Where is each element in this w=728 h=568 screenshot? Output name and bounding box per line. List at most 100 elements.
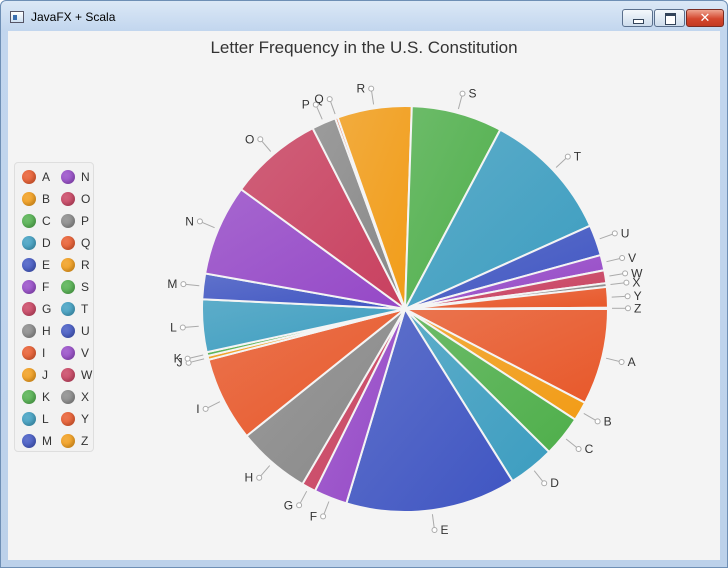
label-dot-s [459, 90, 466, 97]
legend-label: E [42, 258, 51, 272]
label-dot-k [184, 355, 191, 362]
slice-label-z: Z [634, 301, 641, 315]
window-title: JavaFX + Scala [31, 10, 116, 24]
legend-swatch [22, 324, 36, 338]
label-dot-x [623, 279, 630, 286]
maximize-button[interactable] [654, 9, 685, 27]
slice-label-i: I [196, 402, 199, 416]
close-icon: ✕ [699, 10, 711, 25]
legend-label: F [42, 280, 50, 294]
minimize-icon [633, 19, 644, 24]
slice-label-h: H [245, 471, 254, 485]
legend-label: W [81, 368, 93, 382]
legend-swatch [22, 280, 36, 294]
label-dot-u [611, 230, 618, 237]
pie-slice-t[interactable] [402, 128, 592, 312]
slice-label-r: R [357, 82, 366, 96]
legend-label: O [81, 192, 91, 206]
slice-label-a: A [628, 355, 636, 369]
legend-swatch [61, 214, 75, 228]
legend-swatch [61, 192, 75, 206]
legend-label: S [81, 280, 90, 294]
label-dot-l [179, 324, 186, 331]
slice-label-o: O [245, 132, 254, 146]
legend-label: R [81, 258, 90, 272]
legend-swatch [61, 236, 75, 250]
legend-label: D [42, 236, 51, 250]
slice-label-f: F [310, 509, 317, 523]
label-dot-f [320, 513, 327, 520]
close-button[interactable]: ✕ [686, 9, 724, 27]
legend-swatch [22, 192, 36, 206]
legend-swatch [22, 390, 36, 404]
slice-label-e: E [441, 523, 449, 537]
slice-label-t: T [574, 150, 582, 164]
label-dot-e [431, 527, 438, 533]
legend-swatch [61, 368, 75, 382]
legend-swatch [61, 324, 75, 338]
legend-swatch [61, 412, 75, 426]
legend-label: P [81, 214, 90, 228]
label-dot-w [622, 270, 629, 277]
pie-slice-z[interactable] [404, 306, 610, 310]
slice-label-m: M [167, 277, 177, 291]
legend-label: L [42, 412, 49, 426]
slice-label-j: J [177, 356, 183, 370]
legend-swatch [61, 390, 75, 404]
legend-label: I [42, 346, 46, 360]
title-bar[interactable]: JavaFX + Scala ✕ [1, 1, 727, 31]
legend-swatch [22, 258, 36, 272]
slice-label-q: Q [314, 92, 323, 106]
slice-label-c: C [585, 442, 594, 456]
legend-label: Q [81, 236, 91, 250]
label-dot-z [625, 305, 631, 312]
legend-label: X [81, 390, 90, 404]
legend-swatch [61, 170, 75, 184]
slice-label-s: S [469, 87, 477, 101]
legend-swatch [22, 346, 36, 360]
legend-label: M [42, 434, 52, 448]
label-dot-g [296, 502, 303, 509]
label-dot-d [541, 480, 548, 487]
legend-label: Y [81, 412, 90, 426]
slice-label-y: Y [634, 289, 642, 303]
legend-label: A [42, 170, 51, 184]
legend-label: Z [81, 434, 89, 448]
app-icon[interactable] [10, 11, 24, 23]
label-dot-p [312, 101, 319, 108]
label-dot-o [257, 136, 264, 143]
label-dot-c [575, 446, 582, 452]
label-dot-v [619, 255, 626, 261]
minimize-button[interactable] [622, 9, 653, 27]
legend-label: T [81, 302, 89, 316]
label-dot-a [618, 359, 625, 365]
slice-label-w: W [631, 266, 643, 280]
label-dot-t [564, 153, 571, 160]
slice-label-x: X [632, 276, 640, 290]
slice-label-d: D [550, 476, 559, 490]
chart-title: Letter Frequency in the U.S. Constitutio… [210, 38, 518, 57]
legend-label: U [81, 324, 90, 338]
slice-label-u: U [621, 226, 630, 240]
label-dot-i [202, 405, 209, 412]
legend-label: C [42, 214, 51, 228]
chart-area: Letter Frequency in the U.S. Constitutio… [8, 31, 720, 560]
legend-label: G [42, 302, 52, 316]
legend-swatch [22, 368, 36, 382]
legend-label: H [42, 324, 51, 338]
label-dot-h [256, 474, 263, 481]
legend-label: J [42, 368, 48, 382]
legend-label: K [42, 390, 51, 404]
legend-swatch [61, 280, 75, 294]
pie-slice-a[interactable] [404, 308, 610, 405]
pie-slice-e[interactable] [345, 306, 515, 513]
slice-label-l: L [170, 321, 177, 335]
slice-label-g: G [284, 498, 293, 512]
legend-swatch [22, 302, 36, 316]
label-dot-n [196, 218, 203, 225]
label-dot-y [624, 293, 631, 300]
legend-swatch [22, 236, 36, 250]
